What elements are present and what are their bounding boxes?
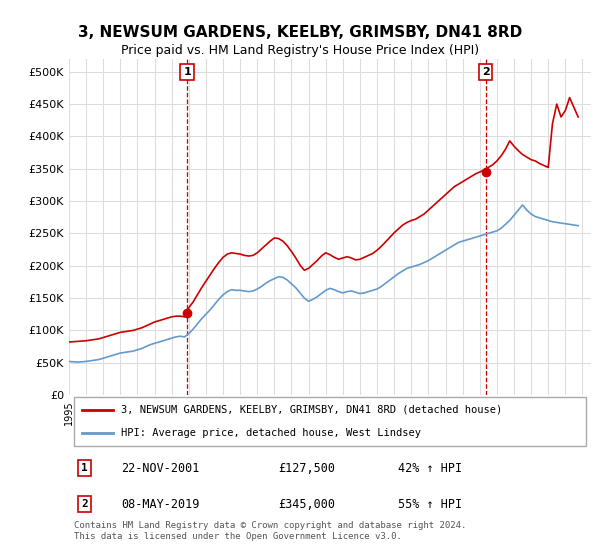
Text: £127,500: £127,500 [278, 461, 335, 474]
Text: 22-NOV-2001: 22-NOV-2001 [121, 461, 200, 474]
Text: HPI: Average price, detached house, West Lindsey: HPI: Average price, detached house, West… [121, 428, 421, 438]
Text: £345,000: £345,000 [278, 498, 335, 511]
Text: 1: 1 [183, 67, 191, 77]
Text: 42% ↑ HPI: 42% ↑ HPI [398, 461, 462, 474]
Text: 2: 2 [482, 67, 490, 77]
Text: 3, NEWSUM GARDENS, KEELBY, GRIMSBY, DN41 8RD: 3, NEWSUM GARDENS, KEELBY, GRIMSBY, DN41… [78, 25, 522, 40]
FancyBboxPatch shape [74, 397, 586, 446]
Text: 2: 2 [81, 499, 88, 509]
Text: Price paid vs. HM Land Registry's House Price Index (HPI): Price paid vs. HM Land Registry's House … [121, 44, 479, 57]
Text: 55% ↑ HPI: 55% ↑ HPI [398, 498, 462, 511]
Text: 3, NEWSUM GARDENS, KEELBY, GRIMSBY, DN41 8RD (detached house): 3, NEWSUM GARDENS, KEELBY, GRIMSBY, DN41… [121, 405, 502, 415]
Text: 08-MAY-2019: 08-MAY-2019 [121, 498, 200, 511]
Text: 1: 1 [81, 463, 88, 473]
Text: Contains HM Land Registry data © Crown copyright and database right 2024.
This d: Contains HM Land Registry data © Crown c… [74, 521, 467, 541]
